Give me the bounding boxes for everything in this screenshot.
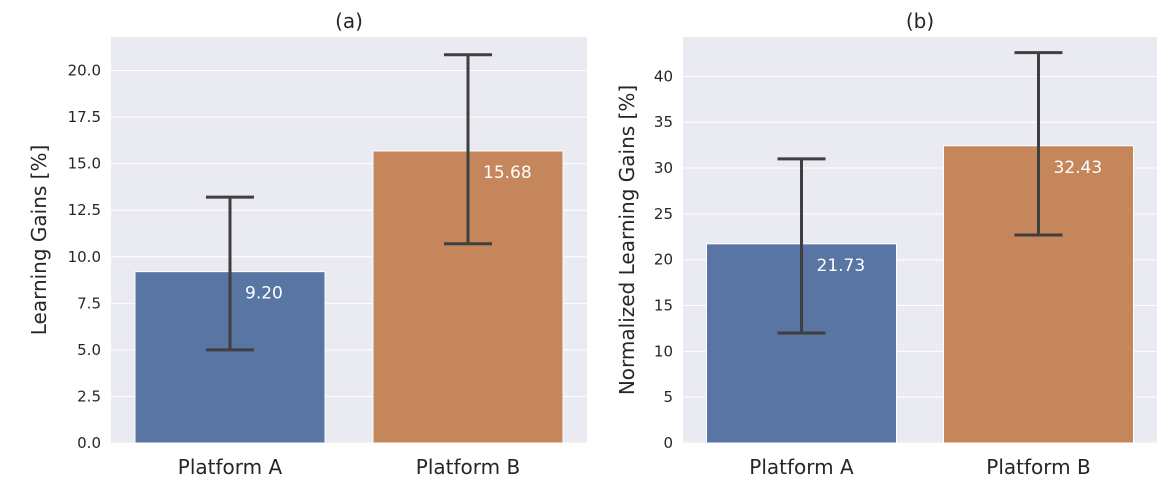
y-tick-label: 35 [654,113,673,131]
x-tick-label: Platform B [986,455,1090,479]
y-tick-label: 15 [654,297,673,315]
y-tick-label: 40 [654,67,673,85]
y-tick-label: 2.5 [77,387,101,405]
y-tick-label: 17.5 [68,108,101,126]
x-tick-label: Platform A [749,455,854,479]
y-axis-label: Normalized Learning Gains [%] [615,85,639,395]
y-tick-label: 10 [654,342,673,360]
y-tick-label: 10.0 [68,248,101,266]
data-label: 32.43 [1054,158,1103,178]
y-tick-label: 5.0 [77,341,101,359]
chart-title: (a) [335,9,363,33]
y-tick-label: 12.5 [68,201,101,219]
x-tick-label: Platform A [178,455,283,479]
chart-title: (b) [906,9,934,33]
y-tick-label: 0 [663,434,673,452]
y-tick-label: 15.0 [68,155,101,173]
y-tick-label: 0.0 [77,434,101,452]
y-tick-label: 20 [654,251,673,269]
data-label: 15.68 [483,163,532,183]
data-label: 21.73 [817,256,866,276]
y-tick-label: 7.5 [77,294,101,312]
y-tick-label: 25 [654,205,673,223]
y-axis-label: Learning Gains [%] [27,145,51,336]
y-tick-label: 20.0 [68,62,101,80]
y-tick-label: 5 [663,388,673,406]
y-tick-label: 30 [654,159,673,177]
x-tick-label: Platform B [416,455,520,479]
data-label: 9.20 [245,284,283,304]
